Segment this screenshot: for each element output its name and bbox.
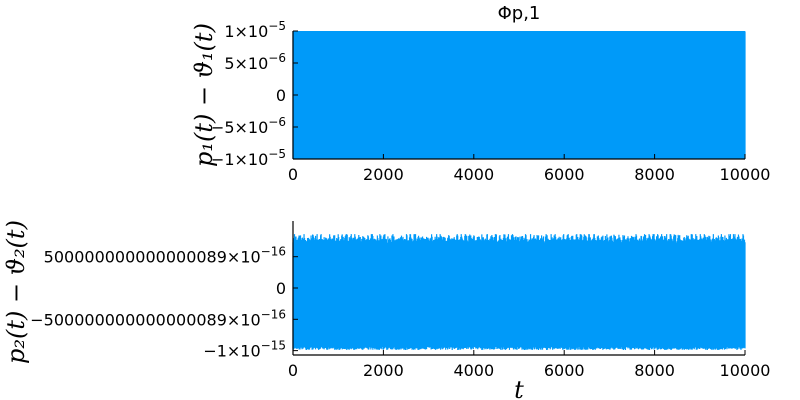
subplot-2-series-band bbox=[293, 253, 745, 347]
subplot-1-series-band bbox=[293, 31, 745, 159]
subplot-2-xtick-label: 8000 bbox=[634, 361, 675, 380]
subplot-2-xtick-label: 0 bbox=[288, 361, 298, 380]
subplot-1-ytick-label: −5×10−6 bbox=[211, 115, 286, 137]
subplot-1-ylabel: p₁(t) − ϑ₁(t) bbox=[190, 23, 218, 167]
subplot-2-xtick-label: 2000 bbox=[363, 361, 404, 380]
subplot-2-ytick-label: 0 bbox=[276, 279, 286, 298]
subplot-1-xtick-label: 6000 bbox=[544, 165, 585, 184]
subplot-2-xtick-label: 4000 bbox=[453, 361, 494, 380]
subplot-1: Φp,1 1×10−5 5×10−6 0 −5×10−6 −1×10−5 0 2000 40… bbox=[190, 3, 770, 184]
subplot-1-xtick-label: 0 bbox=[288, 165, 298, 184]
subplot-1-ytick-label: 0 bbox=[276, 86, 286, 105]
subplot-2-xtick-label: 10000 bbox=[720, 361, 771, 380]
subplot-1-title: Φp,1 bbox=[498, 3, 541, 24]
subplot-2-ytick-label: 500000000000000089×10−16 bbox=[44, 245, 286, 267]
subplot-1-ytick-label: −1×10−5 bbox=[211, 147, 286, 169]
subplot-1-y-ticks: 1×10−5 5×10−6 0 −5×10−6 −1×10−5 bbox=[211, 19, 298, 169]
subplot-1-xtick-label: 2000 bbox=[363, 165, 404, 184]
subplot-2-y-ticks: 500000000000000089×10−16 0 −50000000000000… bbox=[30, 245, 298, 361]
subplot-1-xtick-label: 8000 bbox=[634, 165, 675, 184]
subplot-1-series bbox=[292, 31, 746, 159]
subplot-2-xtick-label: 6000 bbox=[544, 361, 585, 380]
subplot-2-x-ticks: 0 2000 4000 6000 8000 10000 bbox=[288, 350, 771, 380]
subplot-2: 500000000000000089×10−16 0 −50000000000000… bbox=[2, 220, 770, 400]
subplot-2-ytick-label: −500000000000000089×10−16 bbox=[30, 307, 286, 329]
subplot-1-ytick-label: 5×10−6 bbox=[224, 51, 286, 73]
subplot-1-ytick-label: 1×10−5 bbox=[224, 19, 286, 41]
subplot-1-x-ticks: 0 2000 4000 6000 8000 10000 bbox=[288, 154, 771, 184]
subplot-2-ylabel: p₂(t) − ϑ₂(t) bbox=[2, 220, 30, 364]
subplot-1-xtick-label: 4000 bbox=[453, 165, 494, 184]
subplot-2-ytick-label: −1×10−15 bbox=[203, 339, 286, 361]
subplot-2-series bbox=[292, 234, 746, 350]
subplot-2-xlabel: t bbox=[514, 376, 524, 400]
subplot-1-xtick-label: 10000 bbox=[720, 165, 771, 184]
